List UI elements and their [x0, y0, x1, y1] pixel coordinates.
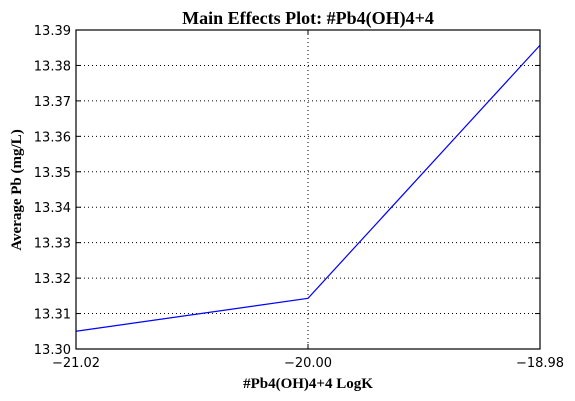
x-tick-label: −21.02 [52, 356, 100, 371]
y-tick-label: 13.34 [34, 201, 71, 216]
series-layer [75, 44, 541, 332]
y-tick-label: 13.30 [34, 343, 71, 358]
y-axis-label: Average Pb (mg/L) [9, 129, 25, 250]
y-tick-label: 13.37 [34, 95, 71, 110]
x-tick-label: −20.00 [284, 356, 332, 371]
plot-frame [75, 29, 541, 350]
y-tick-label: 13.33 [34, 237, 71, 252]
x-axis-label: #Pb4(OH)4+4 LogK [243, 376, 373, 392]
y-tick-label: 13.39 [34, 24, 71, 39]
series-line [75, 44, 541, 332]
x-tick-labels: −21.02 −20.00 −18.98 [52, 356, 564, 371]
x-tick-label: −18.98 [516, 356, 564, 371]
chart-title: Main Effects Plot: #Pb4(OH)4+4 [182, 8, 434, 29]
y-tick-label: 13.31 [34, 308, 71, 323]
grid-lines [76, 30, 540, 349]
y-tick-label: 13.38 [34, 59, 71, 74]
tick-marks [75, 29, 541, 350]
y-tick-label: 13.35 [34, 166, 71, 181]
y-tick-label: 13.32 [34, 272, 71, 287]
y-tick-label: 13.36 [34, 130, 71, 145]
y-tick-labels: 13.30 13.31 13.32 13.33 13.34 13.35 13.36 13.37… [34, 24, 71, 358]
